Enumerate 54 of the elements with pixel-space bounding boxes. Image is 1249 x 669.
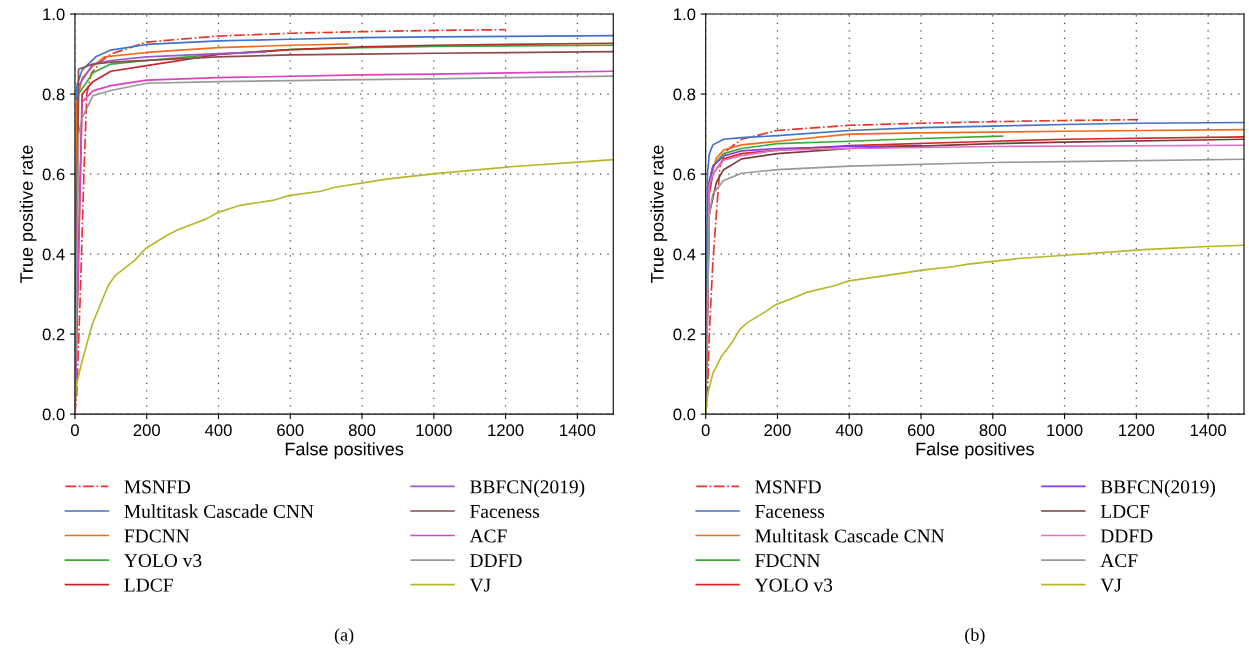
legend-label: FDCNN	[755, 554, 821, 568]
y-tick-label: 0.6	[673, 168, 696, 181]
x-tick-label: 400	[835, 424, 863, 437]
legend-label: Faceness	[755, 505, 825, 518]
legend-label: Faceness	[470, 505, 540, 518]
legend-label: DDFD	[1100, 529, 1153, 543]
legend-label: MSNFD	[124, 480, 191, 494]
legend-label: YOLO v3	[754, 578, 833, 592]
y-tick-label: 0.6	[42, 168, 65, 181]
y-tick-label: 0.0	[42, 408, 65, 421]
legend-label: YOLO v3	[124, 554, 202, 568]
y-tick-label: 0.4	[42, 248, 65, 261]
legend-label: ACF	[469, 529, 507, 543]
x-tick-label: 1200	[1119, 424, 1155, 437]
legend-label: FDCNN	[124, 529, 190, 543]
y-axis-title: True positive rate	[19, 145, 37, 284]
x-tick-label: 200	[133, 424, 160, 437]
legend-label: BBFCN(2019)	[470, 479, 585, 498]
x-axis-title: False positives	[285, 442, 404, 459]
y-tick-label: 0.8	[42, 88, 65, 101]
text: (b)	[965, 628, 985, 645]
legend-label: VJ	[1100, 578, 1122, 592]
legend-label: DDFD	[470, 554, 522, 567]
y-tick-label: 0.2	[42, 328, 65, 341]
y-tick-label: 1.0	[43, 8, 65, 21]
y-tick-label: 1.0	[674, 8, 696, 21]
x-tick-label: 1000	[1047, 424, 1083, 437]
y-tick-label: 0.4	[673, 248, 696, 261]
x-tick-label: 1000	[416, 424, 452, 437]
x-tick-label: 0	[701, 424, 710, 437]
x-tick-label: 800	[979, 424, 1007, 437]
legend-label: MSNFD	[755, 480, 821, 494]
x-tick-label: 1400	[560, 424, 596, 437]
x-tick-label: 1200	[488, 424, 524, 437]
x-tick-label: 0	[70, 424, 79, 437]
legend-label: Multitask Cascade CNN	[755, 528, 945, 543]
y-axis-title: True positive rate	[650, 145, 668, 284]
x-axis-title: False positives	[916, 442, 1034, 459]
legend-label: LDCF	[124, 578, 173, 592]
x-tick-label: 400	[204, 424, 232, 437]
x-tick-label: 200	[764, 424, 791, 437]
y-tick-label: 0.8	[673, 88, 696, 101]
x-tick-label: 1400	[1190, 424, 1226, 437]
x-tick-label: 600	[907, 424, 935, 437]
legend-label: Multitask Cascade CNN	[124, 504, 314, 518]
legend-label: BBFCN(2019)	[1100, 479, 1216, 498]
x-tick-label: 600	[277, 424, 304, 437]
x-tick-label: 800	[348, 424, 376, 437]
legend-label: ACF	[1100, 554, 1138, 568]
text: (a)	[334, 628, 354, 645]
y-tick-label: 0.0	[673, 408, 696, 421]
legend-label: LDCF	[1100, 504, 1150, 518]
legend-label: VJ	[469, 578, 491, 592]
y-tick-label: 0.2	[673, 328, 696, 341]
